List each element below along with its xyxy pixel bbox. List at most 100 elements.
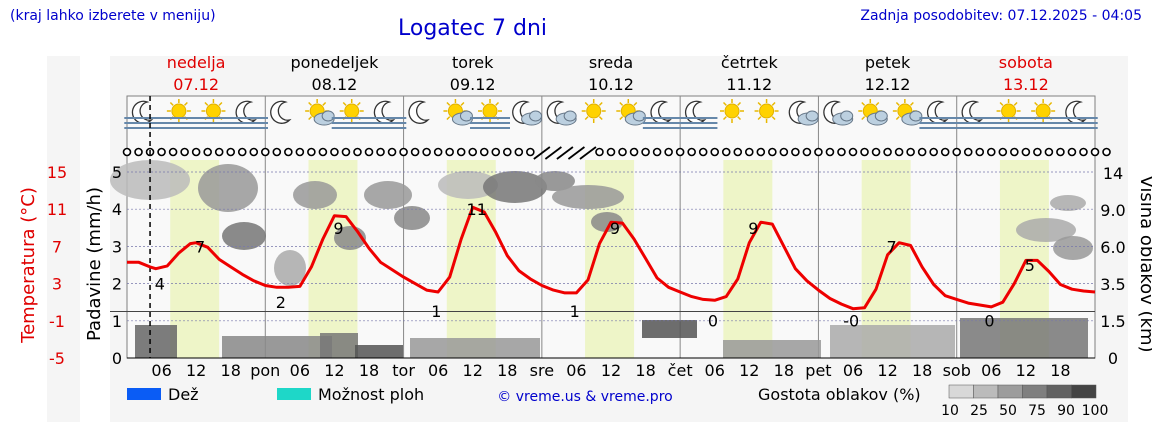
- credit-label: © vreme.us & vreme.pro: [497, 389, 672, 405]
- temperature-value-label: 11: [467, 200, 487, 219]
- wind-calm-marker: [1102, 147, 1111, 157]
- last-updated: Zadnja posodobitev: 07.12.2025 - 04:05: [860, 8, 1142, 24]
- wind-calm-marker: [214, 147, 224, 157]
- cloud-blob: [483, 171, 547, 203]
- wind-calm-marker: [952, 147, 962, 157]
- day-date-label: 07.12: [173, 75, 219, 94]
- wind-arrow-marker: [544, 146, 562, 160]
- region-note: (kraj lahko izberete v meniju): [10, 8, 216, 24]
- wind-calm-marker: [456, 147, 466, 157]
- moon-fog-icon: [124, 100, 165, 129]
- wind-calm-marker: [318, 147, 328, 157]
- low-cloud-band: [410, 338, 540, 358]
- moon-icon: [270, 100, 292, 124]
- cloud-blob: [364, 181, 412, 209]
- wind-calm-marker: [733, 147, 743, 157]
- wind-calm-marker: [629, 147, 639, 157]
- low-cloud-band: [642, 320, 697, 338]
- precip-tick-label: 4: [112, 200, 122, 219]
- x-tick-label: 06: [705, 361, 725, 380]
- precip-tick-label: 2: [112, 275, 122, 294]
- cloud-density-value: 10: [941, 403, 959, 419]
- showers-legend-label: Možnost ploh: [318, 385, 424, 404]
- cloud-height-axis-label: Višina oblakov (km): [1136, 175, 1152, 352]
- precip-axis-label: Padavine (mm/h): [84, 187, 105, 341]
- x-tick-label: 18: [221, 361, 241, 380]
- cloud-blob: [198, 164, 258, 212]
- temperature-value-label: 5: [1025, 256, 1035, 275]
- cloud-blob: [591, 212, 623, 232]
- wind-calm-marker: [791, 147, 800, 157]
- wind-calm-marker: [387, 147, 397, 157]
- cloud-density-swatch: [1071, 384, 1097, 399]
- x-tick-label: 06: [843, 361, 863, 380]
- wind-calm-marker: [998, 147, 1008, 157]
- wind-calm-marker: [710, 147, 720, 157]
- wind-calm-marker: [618, 147, 627, 157]
- wind-arrow-marker: [567, 146, 585, 160]
- temperature-tick-label: 11: [47, 200, 67, 219]
- temperature-value-label: 4: [155, 274, 165, 293]
- moon-fog-icon: [1057, 100, 1098, 129]
- wind-calm-marker: [779, 147, 789, 157]
- temperature-value-label: 0: [708, 312, 718, 331]
- moon-fog-icon: [366, 100, 407, 129]
- wind-calm-marker: [675, 147, 685, 157]
- x-tick-label: 12: [877, 361, 897, 380]
- cloud-density-swatch: [973, 384, 999, 399]
- cloud-density-label: Gostota oblakov (%): [758, 385, 921, 404]
- wind-calm-marker: [606, 147, 616, 157]
- wind-calm-marker: [445, 147, 454, 157]
- wind-calm-marker: [422, 147, 431, 157]
- wind-calm-marker: [871, 147, 881, 157]
- wind-calm-marker: [514, 147, 524, 157]
- x-tick-label: 12: [601, 361, 621, 380]
- wind-calm-marker: [721, 147, 731, 157]
- moon-fog-icon: [677, 100, 718, 129]
- moon-fog-icon: [954, 100, 994, 129]
- wind-calm-marker: [353, 147, 362, 157]
- temperature-value-label: 0: [984, 312, 994, 331]
- cloud-density-swatch: [997, 384, 1023, 399]
- wind-calm-marker: [664, 147, 673, 157]
- day-date-label: 09.12: [450, 75, 496, 94]
- cloud-blob: [1016, 218, 1076, 242]
- x-tick-label: 18: [774, 361, 794, 380]
- day-date-label: 10.12: [588, 75, 634, 94]
- wind-calm-marker: [526, 147, 535, 157]
- cloud-blob: [274, 250, 306, 286]
- wind-calm-marker: [814, 147, 823, 157]
- temperature-line: [127, 205, 1096, 311]
- sun-cloud-icon: [305, 99, 335, 126]
- wind-calm-marker: [203, 147, 212, 157]
- moon-fog-icon: [228, 100, 268, 129]
- wind-calm-marker: [825, 147, 835, 157]
- moon-cloud-icon: [546, 100, 577, 126]
- wind-calm-marker: [157, 147, 166, 157]
- wind-calm-marker: [940, 147, 950, 157]
- rain-legend-swatch: [127, 388, 161, 400]
- sun-cloud-icon: [616, 99, 646, 126]
- wind-calm-marker: [963, 147, 973, 157]
- day-name-label: petek: [865, 53, 911, 72]
- wind-arrow-marker: [533, 146, 551, 160]
- cloud-blob: [535, 171, 575, 191]
- temperature-value-label: -0: [843, 312, 859, 331]
- x-tick-label: 06: [981, 361, 1001, 380]
- wind-calm-marker: [502, 147, 512, 157]
- moon-cloud-icon: [823, 100, 854, 126]
- wind-calm-marker: [744, 147, 754, 157]
- cloud-density-value: 100: [1082, 403, 1109, 419]
- temperature-value-label: 9: [748, 219, 758, 238]
- sun-icon: [720, 99, 744, 123]
- temperature-axis-label: Temperatura (°C): [18, 187, 39, 344]
- showers-legend-swatch: [277, 388, 311, 400]
- x-tick-label: 12: [324, 361, 344, 380]
- wind-calm-marker: [986, 147, 996, 157]
- rain-legend-label: Dež: [168, 385, 199, 404]
- cloud-density-value: 25: [970, 403, 988, 419]
- cloud-height-tick-label: 9.0: [1100, 201, 1125, 220]
- x-tick-label: 06: [151, 361, 171, 380]
- day-name-label: četrtek: [721, 53, 779, 72]
